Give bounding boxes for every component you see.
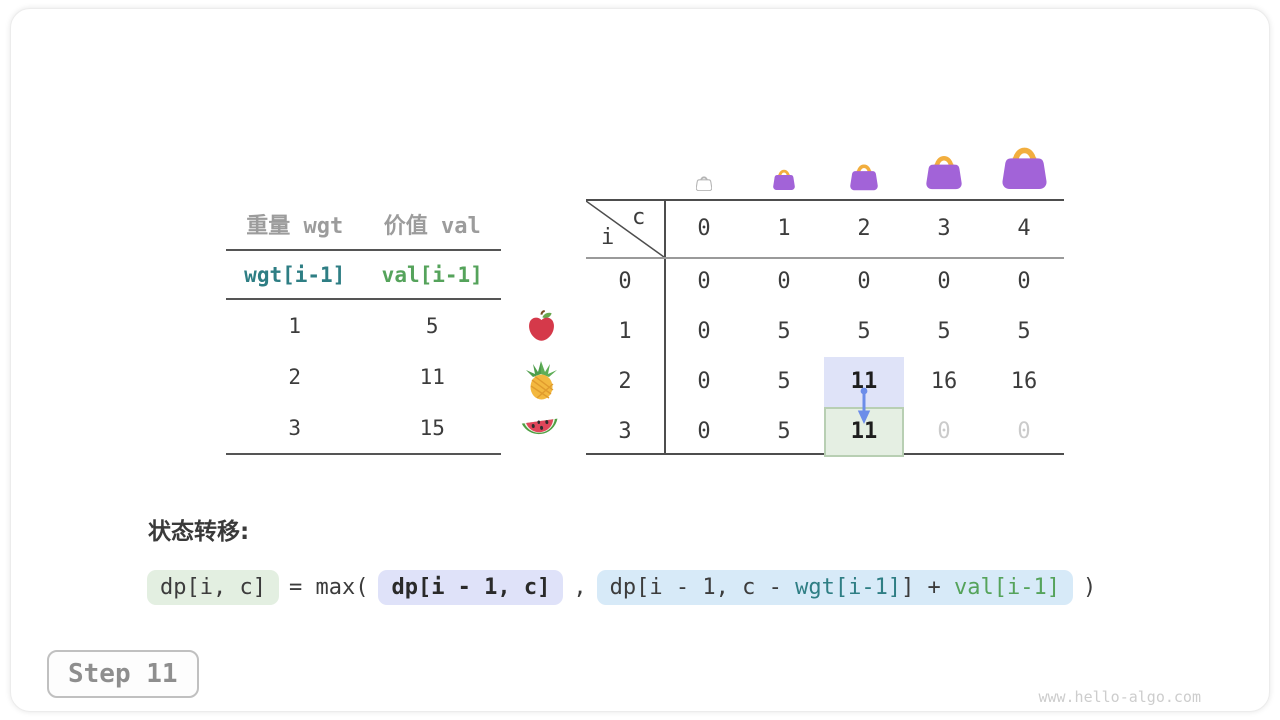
dp-col-header-1: 1: [777, 216, 791, 241]
dp-cell-0-4: 0: [1017, 269, 1031, 294]
apple-icon: [525, 309, 558, 347]
row-variable-label: i: [601, 225, 615, 250]
formula-arg2: dp[i - 1, c - wgt[i-1]] + val[i-1]: [596, 570, 1074, 605]
items-subheader-val: val[i-1]: [381, 262, 483, 287]
bag-capacity-3-icon: [926, 149, 962, 194]
dp-cell-1-4: 5: [1017, 319, 1031, 344]
dp-cell-1-3: 5: [937, 319, 951, 344]
dp-row-header-1: 1: [618, 319, 632, 344]
bag-capacity-2-icon: [850, 159, 878, 195]
formula-arg2-val: val[i-1]: [954, 575, 1061, 600]
items-row-1: 1 5: [226, 300, 501, 351]
dp-row-header-2: 2: [618, 369, 632, 394]
dp-cell-1-1: 5: [777, 319, 791, 344]
dp-col-header-3: 3: [937, 216, 951, 241]
dp-cell-0-3: 0: [937, 269, 951, 294]
divider: [226, 453, 501, 455]
item-2-value: 11: [419, 364, 445, 389]
items-col-header-value: 价值 val: [383, 214, 481, 239]
watermelon-icon: [518, 409, 565, 452]
diagram-card: 重量 wgt 价值 val wgt[i-1] val[i-1] 1 5 2 11…: [10, 8, 1270, 712]
formula-equals-max: = max(: [288, 575, 369, 600]
dp-table-vertical-line: [664, 201, 666, 453]
dp-table: c i 0 1 2 3 4 0 0 0 0 0 0 1 0 5: [586, 199, 1064, 457]
items-table-header-row: 重量 wgt 价值 val: [226, 199, 501, 249]
dp-cell-1-2: 5: [857, 319, 871, 344]
item-2-weight: 2: [288, 364, 302, 389]
items-row-2: 2 11: [226, 351, 501, 402]
dp-cell-2-1: 5: [777, 369, 791, 394]
formula-arg2-prefix: dp[i - 1, c -: [609, 575, 796, 600]
formula-arg2-mid: ] +: [901, 575, 955, 600]
dp-cell-0-2: 0: [857, 269, 871, 294]
dp-cell-2-3: 16: [930, 369, 958, 394]
dp-col-header-2: 2: [857, 216, 871, 241]
dp-col-header-4: 4: [1017, 216, 1031, 241]
dp-cell-1-0: 0: [697, 319, 711, 344]
state-transition-label: 状态转移:: [148, 519, 250, 545]
items-table-subheader-row: wgt[i-1] val[i-1]: [226, 251, 501, 298]
dp-cell-3-1: 5: [777, 419, 791, 444]
dp-cell-3-3: 0: [937, 419, 951, 444]
dp-row-header-0: 0: [618, 269, 632, 294]
watermark: www.hello-algo.com: [1038, 688, 1201, 706]
dp-row-2: 0 5 11 16 16: [664, 357, 1064, 407]
items-row-3: 3 15: [226, 402, 501, 453]
dp-cell-0-1: 0: [777, 269, 791, 294]
dp-row-1: 0 5 5 5 5: [664, 307, 1064, 357]
col-variable-label: c: [632, 205, 646, 230]
formula-arg2-wgt: wgt[i-1]: [795, 575, 902, 600]
dp-cell-3-4: 0: [1017, 419, 1031, 444]
dp-cell-2-4: 16: [1010, 369, 1038, 394]
pineapple-icon: [523, 360, 560, 404]
items-table: 重量 wgt 价值 val wgt[i-1] val[i-1] 1 5 2 11…: [226, 199, 501, 455]
dp-row-header-3: 3: [618, 419, 632, 444]
items-subheader-wgt: wgt[i-1]: [244, 262, 346, 287]
formula-arg1: dp[i - 1, c]: [378, 570, 564, 605]
item-1-weight: 1: [288, 313, 302, 338]
bag-capacity-4-icon: [1002, 139, 1047, 194]
formula-close-paren: ): [1083, 575, 1097, 600]
dp-cell-3-0: 0: [697, 419, 711, 444]
dp-corner-cell: c i: [586, 201, 664, 257]
bag-empty-icon: [695, 173, 713, 195]
dp-cell-2-0: 0: [697, 369, 711, 394]
items-col-header-weight: 重量 wgt: [246, 214, 344, 239]
state-transition-formula: dp[i, c] = max( dp[i - 1, c] , dp[i - 1,…: [147, 570, 1096, 605]
dp-col-headers: 0 1 2 3 4: [664, 201, 1064, 257]
dp-col-header-0: 0: [697, 216, 711, 241]
divider: [226, 298, 501, 300]
item-3-weight: 3: [288, 415, 302, 440]
step-badge: Step 11: [47, 650, 199, 698]
dp-row-0: 0 0 0 0 0: [664, 257, 1064, 307]
bag-capacity-1-icon: [773, 165, 795, 195]
formula-lhs: dp[i, c]: [147, 570, 279, 605]
divider: [226, 249, 501, 251]
transition-arrow-icon: [856, 387, 872, 429]
item-3-value: 15: [419, 415, 445, 440]
dp-table-header-line: [586, 257, 1064, 259]
corner-diagonal-line: [586, 201, 664, 257]
dp-cell-0-0: 0: [697, 269, 711, 294]
formula-separator: ,: [573, 575, 587, 600]
item-1-value: 5: [425, 313, 439, 338]
